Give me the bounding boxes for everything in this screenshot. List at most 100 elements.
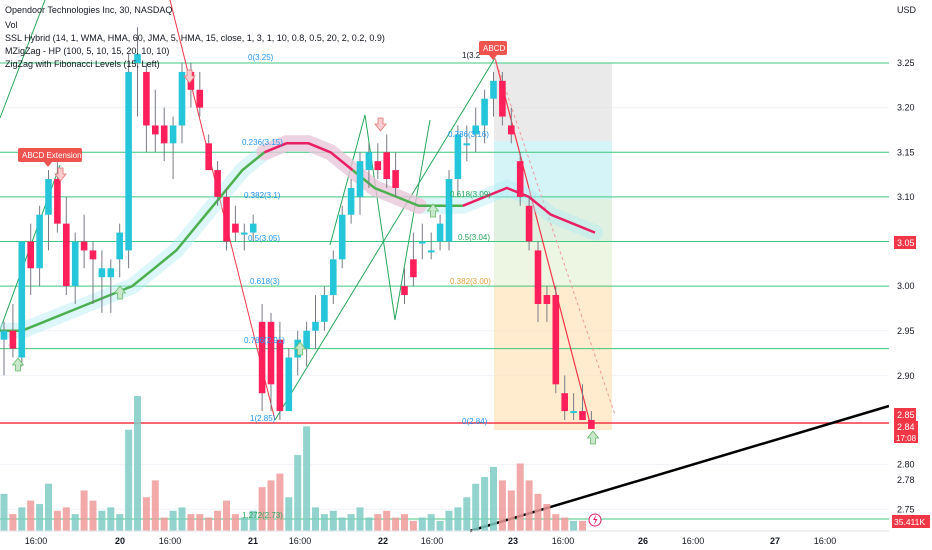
candle-body <box>312 321 319 331</box>
fib-label: 0.618(3.09) <box>450 190 491 199</box>
volume-bar <box>36 504 44 531</box>
volume-bar <box>561 517 569 531</box>
candle-body <box>232 223 239 233</box>
volume-bar <box>401 514 408 531</box>
candle-body <box>561 393 568 412</box>
volume-bar <box>365 517 373 531</box>
time-tick-label: 26 <box>638 536 648 546</box>
candle-body <box>116 232 123 260</box>
volume-bar <box>249 510 257 531</box>
volume-bar <box>498 480 506 531</box>
volume-bar <box>116 514 124 531</box>
candles[interactable] <box>0 27 595 429</box>
volume-bar <box>267 480 275 531</box>
candle-body <box>579 411 586 420</box>
candle-body <box>267 321 275 385</box>
mzigzag-path <box>329 114 431 321</box>
indicator-zigzag-fib[interactable]: ZigZag with Fibonacci Levels (15, Left) <box>5 59 160 69</box>
price-axis[interactable] <box>889 0 932 531</box>
candle-body <box>107 268 115 278</box>
candle-body <box>383 152 390 180</box>
volume-bar <box>89 500 97 531</box>
volume-bar <box>418 517 426 531</box>
volume-bar <box>329 510 337 531</box>
candle-body <box>71 241 79 287</box>
time-tick-label: 20 <box>115 536 125 546</box>
volume-bar <box>18 507 26 531</box>
ssl-segment-green <box>351 169 463 208</box>
candle-body <box>63 223 70 287</box>
indicator-ssl-hybrid[interactable]: SSL Hybrid (14, 1, WMA, HMA, 60, JMA, 5,… <box>5 33 385 43</box>
candle-body <box>169 125 177 144</box>
candle-body <box>249 223 257 233</box>
fib-label: 0(3.25) <box>248 53 274 62</box>
candle-body <box>338 214 346 260</box>
volume-bar <box>285 497 293 531</box>
candle-body <box>534 250 542 304</box>
buy-arrow-icon <box>426 203 440 218</box>
price-tag-high: 2.90 <box>894 369 916 382</box>
fib-label: 0.236(3.15) <box>242 138 283 147</box>
time-tick-label: 16:00 <box>289 536 312 546</box>
fib-label: 0.618(3) <box>250 277 280 286</box>
indicator-mzigzag[interactable]: MZigZag - HP (100, 5, 10, 15, 20, 10, 10… <box>5 46 170 56</box>
candle-body <box>463 143 471 146</box>
candle-body <box>45 179 52 215</box>
fib-label: 1(2.85) <box>250 414 276 423</box>
candle-body <box>223 196 230 242</box>
svg-text:2.85: 2.85 <box>897 410 915 420</box>
volume-bar <box>45 483 52 531</box>
price-tick-label: 2.75 <box>897 504 915 514</box>
volume-bar <box>427 514 435 531</box>
candle-body <box>160 125 168 144</box>
lightning-icon[interactable] <box>588 513 602 527</box>
volume-bars <box>0 396 586 531</box>
candle-body <box>214 170 221 197</box>
volume-bar <box>383 510 391 531</box>
candle-body <box>0 330 8 340</box>
candle-body <box>321 295 328 322</box>
price-tick-label: 3.15 <box>897 147 915 157</box>
candle-body <box>125 71 132 251</box>
time-tick-label: 22 <box>378 536 388 546</box>
volume-bar <box>80 490 88 531</box>
candle-body <box>588 420 595 429</box>
candle-body <box>508 125 515 135</box>
candle-body <box>347 187 355 215</box>
volume-bar <box>53 510 61 531</box>
price-tag-current-a: 3.05 <box>894 236 916 249</box>
candle-body <box>89 250 97 260</box>
volume-bar <box>525 480 533 531</box>
candle-body <box>454 134 462 180</box>
candle-body <box>419 241 426 244</box>
volume-bar <box>320 514 328 531</box>
volume-bar <box>231 514 239 531</box>
candle-body <box>285 357 293 412</box>
time-axis-ticks: 16:00 20 16:00 21 16:00 22 16:00 23 16:00 26 16:00… <box>25 536 837 546</box>
volume-bar <box>294 455 302 531</box>
volume-bar <box>142 497 150 531</box>
abcd-badge[interactable]: ABCD <box>479 41 507 60</box>
currency-label: USD <box>897 5 917 15</box>
volume-legend: Vol <box>5 20 18 30</box>
price-tick-label: 3.00 <box>897 281 915 291</box>
zigzag-leg-up <box>274 57 496 421</box>
volume-tag: 35.411K <box>892 515 930 528</box>
abcd-extension-badge[interactable]: ABCD Extension <box>18 148 82 167</box>
svg-text:2.90: 2.90 <box>897 371 915 381</box>
volume-bar <box>516 463 524 531</box>
candle-body <box>241 232 248 235</box>
candle-body <box>543 295 551 304</box>
price-tag-b: 2.85 <box>894 408 916 421</box>
candle-body <box>392 170 399 188</box>
volume-bar <box>463 497 471 531</box>
volume-bar <box>196 514 204 531</box>
ssl-hybrid-line <box>0 135 603 339</box>
plot-area[interactable] <box>0 0 889 531</box>
svg-text:3.05: 3.05 <box>897 238 915 248</box>
candle-body <box>516 161 524 197</box>
fib-label: 0.382(3.1) <box>244 191 281 200</box>
volume-bar <box>579 520 586 531</box>
volume-bar <box>276 473 284 531</box>
